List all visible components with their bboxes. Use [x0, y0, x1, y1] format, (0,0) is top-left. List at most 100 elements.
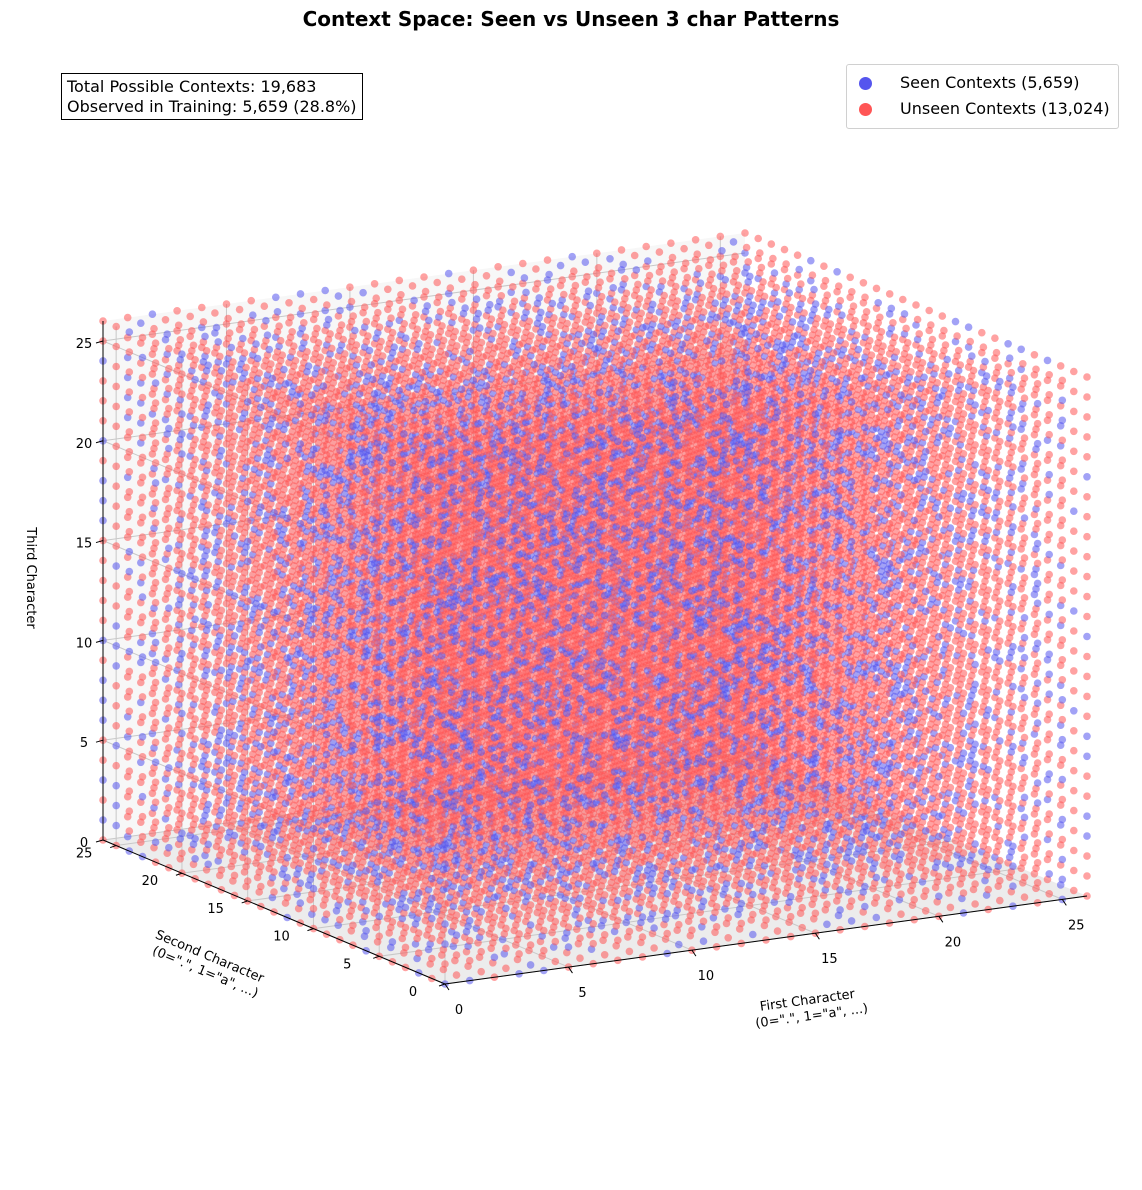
unseen-point — [126, 448, 134, 456]
unseen-point — [218, 846, 226, 854]
unseen-point — [178, 850, 186, 858]
seen-point — [191, 616, 199, 624]
unseen-point — [310, 905, 318, 913]
unseen-point — [346, 283, 354, 291]
seen-point — [112, 742, 120, 750]
unseen-point — [152, 699, 160, 707]
seen-point — [254, 355, 262, 363]
unseen-point — [186, 313, 194, 321]
seen-point — [264, 331, 272, 339]
unseen-point — [405, 363, 413, 371]
unseen-point — [165, 485, 173, 493]
unseen-point — [344, 379, 352, 387]
unseen-point — [422, 288, 430, 296]
seen-point — [310, 605, 318, 613]
unseen-point — [231, 812, 239, 820]
seen-point — [336, 776, 344, 784]
seen-point — [191, 835, 199, 843]
unseen-point — [310, 765, 318, 773]
unseen-point — [427, 331, 435, 339]
unseen-point — [204, 501, 212, 509]
unseen-point — [165, 744, 173, 752]
unseen-point — [336, 437, 344, 445]
unseen-point — [152, 459, 160, 467]
unseen-point — [231, 712, 239, 720]
unseen-point — [297, 780, 305, 788]
unseen-point — [270, 429, 278, 437]
seen-point — [283, 874, 291, 882]
unseen-point — [494, 263, 502, 271]
seen-point — [283, 515, 291, 523]
seen-point — [257, 404, 265, 412]
unseen-point — [310, 486, 318, 494]
unseen-point — [178, 490, 186, 498]
unseen-point — [279, 351, 287, 359]
unseen-point — [277, 337, 285, 345]
unseen-point — [178, 810, 186, 818]
seen-point — [297, 520, 305, 528]
unseen-point — [191, 356, 199, 364]
seen-point — [218, 667, 226, 675]
seen-point — [297, 440, 305, 448]
seen-point — [369, 376, 377, 384]
seen-point — [310, 446, 318, 454]
unseen-point — [323, 431, 331, 439]
unseen-point — [270, 469, 278, 477]
seen-point — [112, 802, 120, 810]
unseen-point — [231, 433, 239, 441]
unseen-point — [364, 332, 372, 340]
seen-point — [305, 362, 313, 370]
unseen-point — [379, 352, 387, 360]
unseen-point — [387, 314, 395, 322]
seen-point — [231, 632, 239, 640]
seen-point — [163, 330, 171, 338]
unseen-point — [231, 552, 239, 560]
unseen-point — [270, 769, 278, 777]
seen-point — [139, 354, 147, 362]
unseen-point — [223, 300, 231, 308]
unseen-point — [244, 777, 252, 785]
unseen-point — [283, 415, 291, 423]
unseen-point — [438, 322, 446, 330]
unseen-point — [323, 551, 331, 559]
unseen-point — [336, 816, 344, 824]
seen-point — [336, 537, 344, 545]
unseen-point — [336, 656, 344, 664]
unseen-point — [191, 476, 199, 484]
unseen-point — [336, 896, 344, 904]
unseen-point — [126, 708, 134, 716]
seen-point — [126, 568, 134, 576]
unseen-point — [204, 561, 212, 569]
unseen-point — [463, 319, 471, 327]
unseen-point — [283, 634, 291, 642]
seen-point — [323, 631, 331, 639]
seen-point — [204, 861, 212, 869]
unseen-point — [371, 280, 379, 288]
unseen-point — [377, 338, 385, 346]
unseen-point — [204, 541, 212, 549]
unseen-point — [191, 496, 199, 504]
unseen-point — [152, 419, 160, 427]
unseen-point — [152, 779, 160, 787]
unseen-point — [139, 374, 147, 382]
unseen-point — [336, 796, 344, 804]
unseen-point — [316, 354, 324, 362]
seen-point — [178, 650, 186, 658]
unseen-point — [173, 307, 181, 315]
seen-point — [218, 447, 226, 455]
unseen-point — [204, 721, 212, 729]
unseen-point — [112, 363, 120, 371]
unseen-point — [218, 607, 226, 615]
unseen-point — [152, 339, 160, 347]
unseen-point — [244, 438, 252, 446]
unseen-point — [165, 804, 173, 812]
unseen-point — [162, 316, 170, 324]
seen-point — [336, 716, 344, 724]
unseen-point — [336, 676, 344, 684]
unseen-point — [348, 298, 356, 306]
unseen-point — [204, 701, 212, 709]
seen-point — [152, 479, 160, 487]
unseen-point — [126, 508, 134, 516]
unseen-point — [126, 688, 134, 696]
seen-point — [507, 269, 515, 277]
